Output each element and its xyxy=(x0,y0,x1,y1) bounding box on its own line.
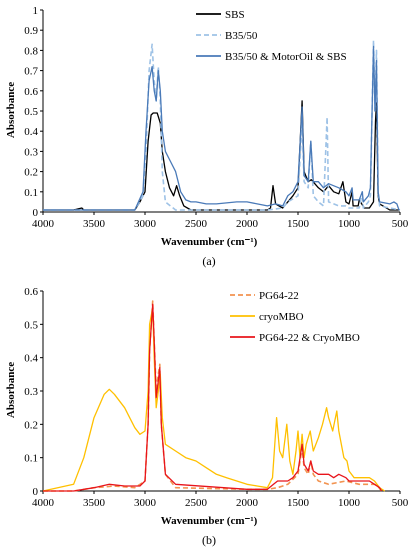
chart-a-y-tick-label: 0 xyxy=(33,207,39,219)
chart-b-y-tick-label: 0.5 xyxy=(24,319,38,331)
chart-a-y-tick-label: 0.6 xyxy=(24,86,38,98)
chart-b-y-tick-label: 0 xyxy=(33,486,39,498)
chart-a-series-line-2 xyxy=(43,39,401,211)
chart-b-legend-label-1: PG64-22 xyxy=(259,290,299,302)
chart-a-ylabel: Absorbance xyxy=(5,82,17,138)
chart-a-x-tick-label: 1500 xyxy=(287,218,310,230)
chart-b-caption: (b) xyxy=(202,533,216,547)
chart-b-x-tick-label: 4000 xyxy=(32,497,55,509)
chart-a-x-tick-label: 2000 xyxy=(236,218,259,230)
chart-a: 0 0.1 0.2 0.3 0.4 0.5 0.6 0.7 0.8 0.9 1 4000 3500 300… xyxy=(5,5,409,268)
chart-b-y-tick-label: 0.3 xyxy=(24,386,38,398)
chart-a-plot-area: 0 0.1 0.2 0.3 0.4 0.5 0.6 0.7 0.8 0.9 1 4000 3500 300… xyxy=(24,5,409,230)
chart-a-x-tick-label: 3000 xyxy=(134,218,157,230)
chart-b-x-tick-label: 1000 xyxy=(338,497,361,509)
chart-b-legend-label-3: PG64-22 & CryoMBO xyxy=(259,332,360,344)
chart-b-series-line-2 xyxy=(42,307,386,492)
chart-b-series-line-1 xyxy=(43,300,383,492)
chart-a-y-tick-label: 0.4 xyxy=(24,126,38,138)
chart-a-caption: (a) xyxy=(202,254,215,268)
chart-b-legend-label-2: cryoMBO xyxy=(259,311,304,323)
chart-a-legend-label-3: B35/50 & MotorOil & SBS xyxy=(225,51,347,63)
chart-a-x-tick-label: 3500 xyxy=(83,218,106,230)
chart-b-y-tick-label: 0.1 xyxy=(24,453,38,465)
chart-b-x-tick-label: 3500 xyxy=(83,497,106,509)
chart-a-y-tick-label: 0.1 xyxy=(24,187,38,199)
chart-b-y-tick-label: 0.4 xyxy=(24,353,38,365)
chart-a-y-tick-label: 0.7 xyxy=(24,66,38,78)
chart-a-y-tick-label: 0.5 xyxy=(24,106,38,118)
chart-b-xlabel: Wavenumber (cm⁻¹) xyxy=(161,515,258,527)
chart-a-y-tick-label: 1 xyxy=(33,5,39,17)
chart-a-series-line-1 xyxy=(43,100,400,211)
chart-b-x-tick-label: 3000 xyxy=(134,497,157,509)
chart-b-y-tick-label: 0.2 xyxy=(24,419,38,431)
chart-b: 0 0.1 0.2 0.3 0.4 0.5 0.6 4000 3500 3000 2500 2000 1… xyxy=(5,286,409,547)
chart-a-x-tick-label: 500 xyxy=(392,218,409,230)
chart-b-x-tick-label: 500 xyxy=(392,497,409,509)
chart-a-x-tick-label: 4000 xyxy=(32,218,55,230)
chart-b-series-line-3 xyxy=(43,303,383,492)
chart-b-plot-area: 0 0.1 0.2 0.3 0.4 0.5 0.6 4000 3500 3000 2500 2000 1… xyxy=(24,286,409,509)
chart-a-series-line-3 xyxy=(43,45,400,211)
chart-a-x-tick-label: 1000 xyxy=(338,218,361,230)
chart-b-x-tick-label: 1500 xyxy=(287,497,310,509)
chart-a-legend-label-2: B35/50 xyxy=(225,30,258,42)
chart-b-ylabel: Absorbance xyxy=(5,362,17,418)
chart-a-y-tick-label: 0.9 xyxy=(24,25,38,37)
chart-a-y-tick-label: 0.8 xyxy=(24,45,38,57)
chart-a-y-tick-label: 0.2 xyxy=(24,167,38,179)
chart-a-xlabel: Wavenumber (cm⁻¹) xyxy=(161,236,258,248)
chart-b-x-tick-label: 2000 xyxy=(236,497,259,509)
chart-a-x-tick-label: 2500 xyxy=(185,218,208,230)
chart-a-legend-label-1: SBS xyxy=(225,9,245,21)
chart-a-y-tick-label: 0.3 xyxy=(24,146,38,158)
chart-b-x-tick-label: 2500 xyxy=(185,497,208,509)
chart-b-y-tick-label: 0.6 xyxy=(24,286,38,298)
